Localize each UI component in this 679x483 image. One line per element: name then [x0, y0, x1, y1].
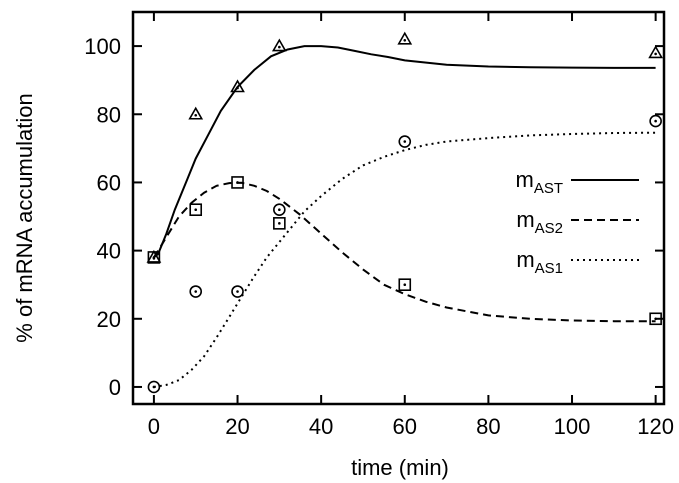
circle-marker	[231, 285, 244, 298]
data-point-ast	[397, 31, 413, 45]
data-point-as2	[649, 312, 662, 326]
marker-dot	[194, 208, 198, 212]
legend-label-main: m	[516, 207, 534, 232]
legend-label-subscript: AS2	[535, 220, 563, 237]
data-point-as2	[398, 278, 412, 291]
legend-label-main: m	[515, 167, 533, 192]
triangle-marker	[188, 106, 204, 120]
y-tick-label: 100	[84, 34, 121, 59]
square-marker	[273, 217, 286, 230]
marker-dot	[236, 290, 239, 293]
legend-label-subscript: AST	[534, 180, 563, 197]
x-tick-label: 80	[476, 414, 500, 439]
legend-label: mAS2	[516, 207, 563, 237]
marker-dot	[654, 52, 657, 56]
circle-marker	[398, 135, 412, 148]
data-point-as1	[231, 285, 244, 298]
legend-entry-ast: mAST	[515, 167, 639, 197]
y-axis-label: % of mRNA accumulation	[12, 93, 37, 342]
circle-marker	[273, 203, 286, 217]
plot-frame	[131, 10, 666, 406]
triangle-marker	[230, 79, 245, 93]
x-tick-label: 60	[393, 414, 417, 439]
circle-marker	[189, 285, 203, 298]
square-marker	[189, 203, 203, 217]
x-tick-label: 100	[554, 414, 591, 439]
x-tick-label: 40	[309, 414, 333, 439]
data-point-as1	[189, 285, 203, 298]
data-point-as2	[231, 176, 244, 189]
marker-dot	[278, 222, 281, 225]
data-point-ast	[271, 38, 287, 52]
legend-label: mAS1	[516, 247, 563, 277]
circle-marker	[147, 380, 161, 394]
plot-area	[131, 10, 666, 406]
data-points	[146, 31, 664, 394]
marker-dot	[654, 317, 657, 321]
square-marker	[398, 278, 412, 291]
triangle-marker	[146, 249, 162, 263]
marker-dot	[152, 385, 156, 389]
data-point-as1	[649, 114, 662, 128]
marker-dot	[194, 290, 198, 293]
data-point-as1	[273, 203, 286, 217]
data-point-as2	[147, 251, 161, 264]
data-point-as1	[147, 380, 161, 394]
y-tick-label: 60	[97, 170, 121, 195]
data-point-ast	[230, 79, 245, 93]
legend-label-main: m	[516, 247, 534, 272]
y-tick-label: 40	[97, 239, 121, 264]
triangle-marker	[397, 31, 413, 45]
data-point-ast	[648, 45, 664, 59]
circle-marker	[649, 114, 662, 128]
marker-dot	[236, 86, 239, 90]
y-tick-label: 0	[109, 375, 121, 400]
y-tick-label: 20	[97, 307, 121, 332]
marker-dot	[403, 38, 407, 42]
square-marker	[649, 312, 662, 326]
y-tick-label: 80	[97, 102, 121, 127]
marker-dot	[278, 45, 281, 49]
marker-dot	[403, 140, 407, 143]
marker-dot	[152, 256, 156, 259]
marker-dot	[236, 181, 239, 184]
x-tick-label: 20	[225, 414, 249, 439]
axis-ticks: 0 20 40 60 80 100 120 0 20 40 60 80 100	[84, 12, 674, 439]
legend-label-subscript: AS1	[535, 260, 563, 277]
triangle-marker	[648, 45, 664, 59]
marker-dot	[654, 119, 657, 123]
data-point-ast	[188, 106, 204, 120]
legend-entry-as1: mAS1	[516, 247, 639, 277]
data-point-as2	[273, 217, 286, 230]
series-line-as1	[153, 131, 656, 388]
series-lines	[153, 45, 656, 388]
square-marker	[231, 176, 244, 189]
marker-dot	[278, 208, 281, 212]
x-tick-label: 0	[148, 414, 160, 439]
legend-label: mAST	[515, 167, 563, 197]
triangle-marker	[271, 38, 287, 52]
square-marker	[147, 251, 161, 264]
data-point-as2	[189, 203, 203, 217]
marker-dot	[194, 113, 198, 117]
marker-dot	[403, 283, 407, 286]
series-line-as2	[153, 181, 656, 323]
data-point-as1	[398, 135, 412, 148]
legend-entry-as2: mAS2	[516, 207, 639, 237]
x-axis-label: time (min)	[351, 455, 449, 480]
series-line-ast	[153, 45, 656, 259]
x-tick-label: 120	[637, 414, 674, 439]
